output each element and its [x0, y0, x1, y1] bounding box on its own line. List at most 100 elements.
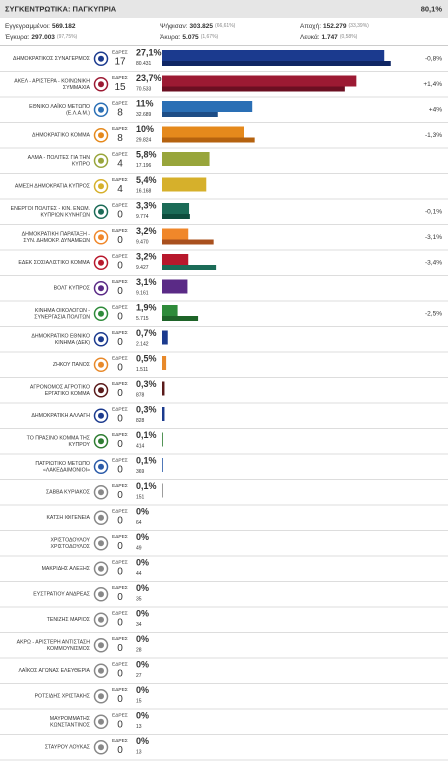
percent: 11%	[136, 98, 154, 108]
summary-pct: (1,67%)	[201, 34, 219, 40]
party-name: ΚΙΝΗΜΑ (ΔΕΚ)	[55, 340, 90, 346]
party-logo-dot	[98, 157, 104, 164]
party-name: ΣΥΝΕΡΓΑΣΙΑ ΠΟΛΙΤΩΝ	[34, 314, 90, 320]
percent: 10%	[136, 124, 154, 134]
votes: 29.824	[136, 137, 152, 143]
party-name: ΧΡΙΣΤΟΔΟΥΛΟΥ	[50, 537, 90, 543]
percent: 0%	[136, 583, 149, 593]
seats: 0	[117, 541, 123, 552]
seats: 0	[117, 337, 123, 348]
counted: 80,1%	[421, 4, 443, 13]
party-name: ΤΟ ΠΡΑΣΙΝΟ ΚΟΜΜΑ ΤΗΣ	[27, 435, 90, 441]
summary-label: Λευκά:	[300, 33, 320, 41]
party-logo-dot	[98, 361, 104, 368]
party-logo-dot	[98, 234, 104, 241]
party-name: ΕΘΝΙΚΟ ΛΑΪΚΟ ΜΕΤΩΠΟ	[29, 103, 90, 110]
seats: 8	[117, 133, 123, 144]
percent: 0,5%	[136, 353, 157, 363]
change: -0,8%	[425, 55, 442, 62]
seats: 0	[117, 720, 123, 731]
bar	[162, 381, 165, 396]
percent: 0%	[136, 710, 149, 720]
seats-label: ΕΔΡΕΣ	[112, 177, 128, 183]
change: +4%	[429, 106, 442, 113]
party-name: ΔΗΜΟΚΡΑΤΙΚΟ ΚΟΜΜΑ	[32, 133, 91, 139]
change: -0,1%	[425, 208, 442, 215]
summary-label: Εγγεγραμμένοι:	[5, 22, 50, 30]
previous-bar	[162, 137, 255, 143]
summary-label: Άκυρα:	[160, 34, 181, 41]
percent: 3,2%	[136, 226, 157, 236]
percent: 0,3%	[136, 379, 157, 389]
summary-value: 303.825	[190, 23, 214, 30]
seats-label: ΕΔΡΕΣ	[112, 406, 128, 412]
party-name: ΕΡΓΑΤΙΚΟ ΚΟΜΜΑ	[45, 391, 91, 397]
summary-pct: (97,75%)	[57, 34, 78, 40]
votes: 34	[136, 622, 142, 628]
party-name: ΕΝΕΡΓΟΙ ΠΟΛΙΤΕΣ - ΚΙΝ. ΕΝΩΜ.	[11, 206, 90, 212]
party-name: ΕΥΣΤΡΑΤΙΟΥ ΑΝΔΡΕΑΣ	[33, 592, 90, 598]
bar	[162, 152, 210, 166]
seats: 15	[114, 82, 126, 93]
seats: 0	[117, 210, 123, 221]
summary-value: 152.279	[323, 23, 347, 30]
party-logo-dot	[98, 438, 104, 445]
votes: 28	[136, 647, 142, 653]
party-logo-dot	[98, 55, 104, 62]
party-logo-dot	[98, 81, 104, 88]
percent: 0%	[136, 634, 149, 644]
seats-label: ΕΔΡΕΣ	[112, 483, 128, 489]
percent: 3,3%	[136, 200, 157, 210]
previous-bar	[162, 86, 345, 92]
percent: 0%	[136, 532, 149, 542]
percent: 0%	[136, 557, 149, 567]
seats: 0	[117, 465, 123, 476]
seats: 0	[117, 694, 123, 705]
bar	[162, 126, 244, 138]
party-name: ΑΛΜΑ - ΠΟΛΙΤΕΣ ΓΙΑ ΤΗΝ	[28, 155, 91, 161]
party-name: ΚΟΜΜΟΥΝΙΣΜΟΣ	[47, 646, 90, 652]
seats-label: ΕΔΡΕΣ	[112, 687, 128, 693]
summary-label: Έγκυρα:	[4, 34, 30, 41]
percent: 0%	[136, 659, 149, 669]
previous-bar	[162, 316, 199, 321]
votes: 17.196	[136, 163, 152, 169]
seats: 0	[117, 516, 123, 527]
party-name: ΑΚΡΩ - ΑΡΙΣΤΕΡΗ ΑΝΤΙΣΤΑΣΗ	[17, 639, 91, 645]
party-name: ΣΥΝ. ΔΗΜΟΚΡ. ΔΥΝΑΜΕΩΝ	[23, 238, 90, 244]
seats-label: ΕΔΡΕΣ	[112, 330, 128, 336]
summary-value: 1.747	[322, 34, 339, 41]
percent: 1,9%	[136, 302, 157, 312]
party-name: ΧΡΙΣΤΟΔΟΥΛΟΣ	[51, 544, 90, 550]
seats: 0	[117, 312, 123, 323]
seats: 0	[117, 490, 123, 501]
header-title: ΣΥΓΚΕΝΤΡΩΤΙΚΑ: ΠΑΓΚΥΠΡΙΑ	[5, 4, 117, 13]
summary-item: Ψήφισαν: 303.825 (66,61%)	[160, 23, 236, 30]
percent: 0%	[136, 736, 149, 746]
bar	[162, 75, 357, 87]
bar	[162, 177, 207, 192]
previous-bar	[162, 61, 391, 66]
party-logo-dot	[98, 693, 104, 700]
votes: 2.142	[136, 341, 149, 347]
party-name: ΜΑΚΡΙΔΗΣ ΑΛΕΞΗΣ	[42, 566, 90, 572]
percent: 0,1%	[136, 430, 157, 440]
party-logo-dot	[98, 667, 104, 674]
seats-label: ΕΔΡΕΣ	[112, 151, 128, 157]
bar	[162, 305, 178, 316]
bar	[162, 101, 253, 112]
votes: 44	[136, 571, 142, 577]
party-name: ΔΗΜΟΚΡΑΤΙΚΗ ΠΑΡΑΤΑΞΗ -	[22, 231, 91, 237]
seats-label: ΕΔΡΕΣ	[112, 457, 128, 463]
percent: 0,7%	[136, 328, 157, 338]
party-name: ΒΟΛΤ ΚΥΠΡΟΣ	[54, 286, 90, 292]
summary-item: Εγγεγραμμένοι: 569.182	[5, 22, 76, 30]
party-name: ΖΗΚΟΥ ΠΑΝΟΣ	[53, 362, 90, 368]
bar	[162, 330, 168, 345]
bar	[162, 203, 190, 214]
party-name: (Ε.Λ.Α.Μ.)	[66, 110, 90, 116]
change: -1,3%	[425, 132, 442, 139]
party-logo-dot	[98, 106, 104, 113]
